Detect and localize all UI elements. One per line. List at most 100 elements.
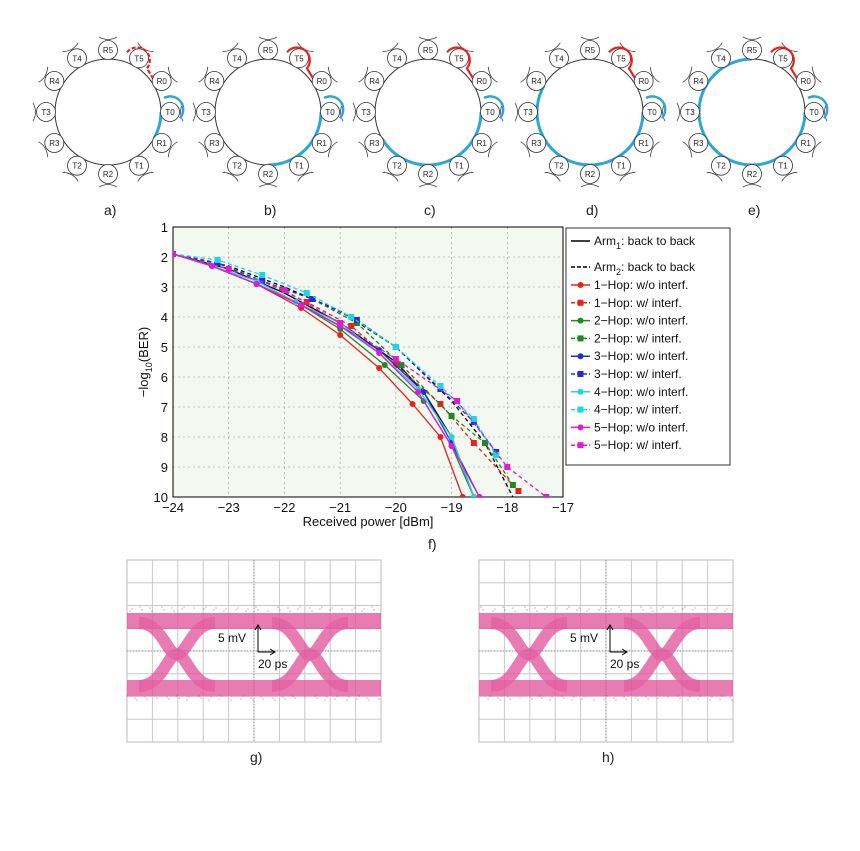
node-label: T4 (392, 54, 402, 63)
eye-noise (289, 610, 291, 612)
eye-noise (223, 610, 225, 612)
eye-noise (561, 695, 563, 697)
eye-noise (652, 610, 654, 612)
eye-noise (316, 697, 318, 699)
eye-noise (242, 695, 244, 697)
eye-noise (262, 698, 264, 700)
data-point (409, 401, 416, 407)
eye-noise (250, 697, 252, 699)
node-circle (773, 48, 793, 69)
eye-noise (524, 606, 526, 608)
coupler-arc (457, 172, 474, 182)
coupler-arc (580, 36, 600, 40)
red-path (286, 46, 314, 79)
eye-noise (581, 698, 583, 700)
data-point (337, 320, 344, 326)
eye-caption: h) (602, 749, 614, 765)
legend-box (565, 227, 731, 466)
coupler-arc (32, 102, 36, 122)
node-circle (44, 133, 65, 153)
eye-noise (657, 697, 659, 699)
data-point (259, 272, 266, 278)
y-axis-label: −log10(BER) (136, 327, 154, 397)
data-point (376, 365, 383, 371)
eye-noise (692, 609, 694, 611)
eye-noise (299, 606, 301, 608)
node-label: T0 (325, 108, 335, 117)
ring-panel: R5 T5 R0 T0 R1 T1 R2 T2 R3 T3 R4 T4 b) (192, 36, 345, 218)
coupler-arc (222, 42, 239, 52)
node-label: T0 (647, 108, 657, 117)
eye-noise (267, 610, 269, 612)
eye-noise (583, 695, 585, 697)
node-label: R0 (801, 77, 812, 86)
eye-noise (336, 695, 338, 697)
eye-noise (679, 697, 681, 699)
data-point (398, 362, 405, 368)
eye-noise (610, 608, 612, 610)
eye-noise (645, 696, 647, 698)
eye-noise (729, 697, 731, 699)
data-point (303, 290, 310, 296)
eye-rail-bottom (479, 680, 733, 696)
data-point (253, 281, 260, 287)
node-label: R1 (157, 139, 168, 148)
node-circle (471, 133, 492, 153)
eye-noise (620, 609, 622, 611)
node-circle (36, 102, 56, 122)
node-label: R4 (693, 77, 704, 86)
eye-noise (200, 697, 202, 699)
node-label: R2 (103, 170, 114, 179)
eye-noise (578, 607, 580, 609)
node-label: R4 (369, 77, 380, 86)
legend-marker (577, 282, 584, 288)
coupler-arc (258, 184, 278, 188)
eye-noise (215, 607, 217, 609)
eye-noise (198, 695, 200, 697)
eye-noise (603, 698, 605, 700)
coupler-arc (812, 66, 822, 83)
node-label: T5 (616, 54, 626, 63)
blue-path (380, 111, 483, 167)
node-label: R4 (531, 77, 542, 86)
eye-noise (378, 698, 380, 700)
eye-noise (699, 695, 701, 697)
eye-noise (534, 607, 536, 609)
eye-noise (348, 696, 350, 698)
node-label: T1 (454, 162, 464, 171)
y-tick-label: 6 (161, 370, 168, 385)
eye-noise (637, 699, 639, 701)
node-circle (549, 48, 569, 69)
eye-noise (363, 608, 365, 610)
node-circle (67, 48, 87, 69)
x-tick-label: −23 (218, 500, 240, 515)
eye-noise (677, 695, 679, 697)
node-label: T1 (616, 162, 626, 171)
eye-noise (260, 696, 262, 698)
eye-noise (571, 699, 573, 701)
legend-marker (577, 353, 584, 360)
eye-noise (549, 699, 551, 701)
node-label: R1 (639, 139, 650, 148)
coupler-arc (198, 141, 208, 158)
legend-marker (577, 317, 584, 324)
eye-noise (346, 699, 348, 701)
eye-noise (672, 607, 674, 609)
node-label: T2 (554, 162, 564, 171)
coupler-arc (812, 141, 822, 158)
coupler-arc (358, 141, 368, 158)
eye-rail-top (479, 613, 733, 629)
node-label: R2 (585, 170, 596, 179)
node-label: T2 (232, 162, 242, 171)
data-point (459, 494, 466, 497)
coupler-arc (488, 66, 498, 83)
legend-marker (577, 388, 584, 395)
node-label: T2 (392, 162, 402, 171)
eye-noise (480, 606, 482, 608)
node-circle (196, 102, 216, 122)
node-circle (98, 40, 118, 60)
eye-noise (726, 608, 728, 610)
eye-noise (188, 696, 190, 698)
node-label: R0 (477, 77, 488, 86)
coupler-arc (514, 102, 518, 122)
